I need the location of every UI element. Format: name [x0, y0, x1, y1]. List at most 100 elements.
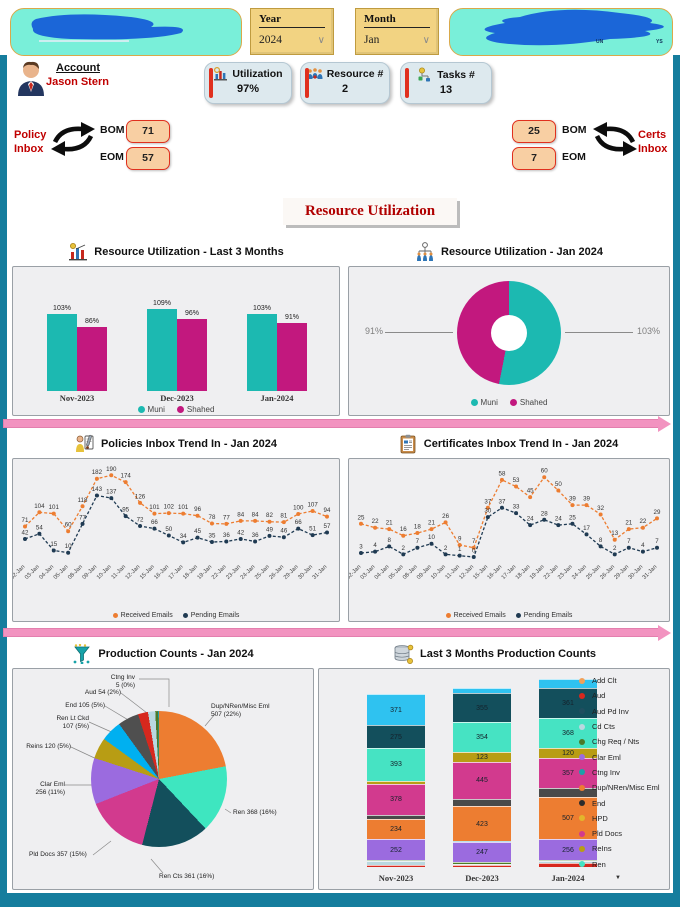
data-point-label: 8 — [387, 537, 391, 544]
certs-bom-label: BOM — [562, 124, 587, 136]
right-logo-box: UN YS — [449, 8, 673, 56]
data-point — [37, 531, 42, 536]
stack-segment-chg-req-nts — [539, 860, 597, 862]
data-point — [281, 535, 286, 540]
chevron-down-icon[interactable]: ∨ — [317, 34, 325, 46]
donut-chart: 91% 103% Muni Shahed — [348, 266, 670, 416]
stack-segment-dup-nren-misc-eml: 234 — [367, 819, 425, 839]
swap-arrows-icon — [593, 122, 637, 156]
data-point-label: 182 — [92, 469, 103, 476]
chart-legend: Add Clt Aud Aud Pd Inv Cd Cts Chg Req / Nts C… — [579, 673, 660, 872]
legend-dot — [579, 738, 585, 745]
stack-segment-pld-docs: 378 — [367, 783, 425, 815]
certs-eom-value: 7 — [512, 147, 556, 170]
legend-item-received: Received Emails — [112, 612, 173, 619]
data-point-label: 60 — [541, 468, 548, 475]
x-axis-label: 04-Jan — [374, 564, 391, 581]
legend-item-aud: Aud — [579, 688, 660, 703]
data-point — [640, 549, 645, 554]
left-logo-box — [10, 8, 242, 56]
pie-circle — [91, 711, 227, 847]
data-point — [598, 512, 603, 517]
data-point-label: 100 — [293, 505, 304, 512]
data-point — [66, 529, 71, 534]
stack-segment-ctng-inv — [367, 838, 425, 840]
legend-item-pending: Pending Emails — [182, 612, 239, 619]
data-point-label: 25 — [569, 514, 576, 521]
x-axis-label: 17-Jan — [168, 564, 185, 581]
data-point — [66, 550, 71, 555]
legend-dot — [579, 800, 585, 807]
data-point — [37, 510, 42, 515]
year-filter-dropdown[interactable]: Year 2024 ∨ — [250, 8, 334, 55]
stack-segment-reins: 123 — [453, 751, 511, 762]
data-point — [80, 504, 85, 509]
policy-eom-value: 57 — [126, 147, 170, 170]
org-people-icon — [417, 242, 433, 261]
data-point-label: 36 — [223, 532, 230, 539]
stack-segment-pld-docs: 357 — [539, 758, 597, 788]
chevron-down-icon[interactable]: ∨ — [422, 34, 430, 46]
panel-utilization-last-3-months: Resource Utilization - Last 3 Months 103… — [12, 240, 340, 416]
year-filter-value: 2024 — [259, 34, 282, 46]
data-point-label: 77 — [223, 514, 230, 521]
x-axis-label: 19-Jan — [529, 564, 546, 581]
pie-slice-label: Reins 120 (5%) — [26, 743, 71, 750]
data-point — [152, 526, 157, 531]
legend-dot — [137, 406, 145, 413]
data-point — [556, 488, 561, 493]
resources-people-icon — [307, 68, 323, 79]
chart-title: Last 3 Months Production Counts — [420, 648, 596, 660]
data-point — [94, 493, 99, 498]
data-point — [584, 532, 589, 537]
kpi-card-utilization: Utilization 97% — [204, 62, 292, 104]
data-point — [310, 508, 315, 513]
x-axis-label: 09-Jan — [416, 564, 433, 581]
legend-item-received: Received Emails — [445, 612, 506, 619]
data-point-label: 4 — [641, 542, 645, 549]
category-label: Jan-2024 — [551, 873, 585, 883]
line-series-pending — [24, 494, 328, 554]
data-point — [310, 533, 315, 538]
legend-scroll-down-icon[interactable]: ▼ — [615, 875, 621, 881]
x-axis-label: 04-Jan — [38, 564, 55, 581]
data-point-label: 39 — [583, 496, 590, 503]
data-point — [359, 521, 363, 526]
data-point — [499, 505, 504, 510]
stack-segment-ctng-inv — [453, 840, 511, 842]
line-series-received — [24, 474, 328, 533]
panel-production-counts: Production Counts - Jan 2024 Ctng Inv 5 (… — [12, 642, 314, 890]
legend-item-add-clt: Add Clt — [579, 673, 660, 688]
data-point-label: 3 — [359, 544, 363, 551]
certs-eom-label: EOM — [562, 151, 586, 163]
data-point-label: 10 — [65, 543, 72, 550]
data-point-label: 39 — [569, 496, 576, 503]
month-filter-dropdown[interactable]: Month Jan ∨ — [355, 8, 439, 55]
data-point — [457, 543, 462, 548]
legend-dot — [579, 815, 585, 822]
data-point — [655, 545, 659, 550]
x-axis-label: 26-Jan — [599, 564, 616, 581]
data-point-label: 57 — [324, 523, 331, 530]
callout-line — [204, 713, 216, 727]
stack-segment-ren-lt-ckd — [539, 678, 597, 688]
x-axis-label: 10-Jan — [96, 564, 113, 581]
x-axis-label: 08-Jan — [402, 564, 419, 581]
x-axis-label: 30-Jan — [628, 564, 645, 581]
certs-inbox-label: Certs Inbox — [638, 128, 667, 157]
data-point-label: 58 — [499, 470, 506, 477]
line-series-received — [360, 476, 658, 549]
account-label: Account — [56, 62, 100, 74]
data-point — [23, 536, 27, 541]
stack-segment-cd-cts — [367, 861, 425, 865]
stack-segment-clar-eml: 247 — [453, 841, 511, 863]
data-point-label: 2 — [402, 545, 406, 552]
data-point-label: 42 — [22, 529, 29, 536]
data-point-label: 1 — [458, 546, 462, 553]
kpi-card-resource-count: Resource # 2 — [300, 62, 390, 104]
pie-slice-label: Ren Cts 361 (16%) — [159, 873, 215, 880]
x-axis-label: 24-Jan — [571, 564, 588, 581]
stack-segment-end — [367, 814, 425, 820]
data-point-label: 7 — [627, 538, 631, 545]
data-point-label: 9 — [458, 536, 462, 543]
